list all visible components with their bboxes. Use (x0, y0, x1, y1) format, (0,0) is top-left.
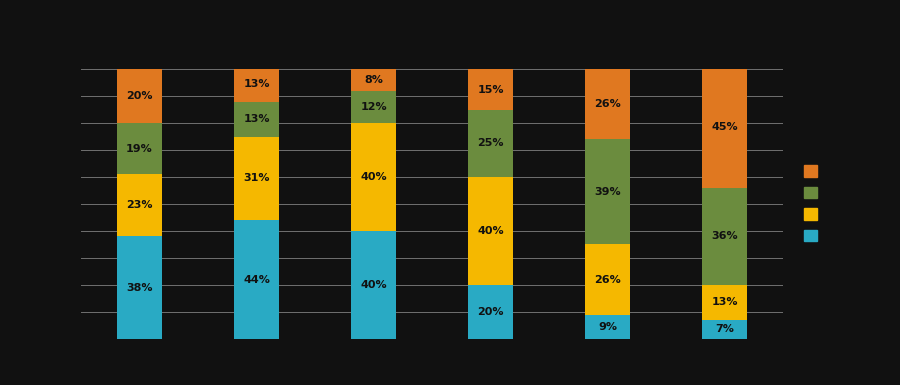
Bar (234, 102, 279, 137)
Bar (117, 174, 162, 236)
Bar (702, 285, 747, 320)
Text: 45%: 45% (711, 122, 738, 132)
Text: 26%: 26% (594, 99, 621, 109)
Bar (234, 67, 279, 102)
Text: 13%: 13% (243, 79, 270, 89)
Bar (468, 177, 513, 285)
Bar (585, 139, 630, 244)
Text: 36%: 36% (711, 231, 738, 241)
Text: 19%: 19% (126, 144, 153, 154)
Text: 39%: 39% (594, 187, 621, 197)
Bar (702, 67, 747, 188)
Bar (117, 236, 162, 339)
Bar (702, 320, 747, 339)
Text: 15%: 15% (477, 85, 504, 94)
Text: 13%: 13% (243, 114, 270, 124)
Bar (351, 69, 396, 91)
Bar (351, 123, 396, 231)
Text: 20%: 20% (126, 91, 153, 101)
Bar (585, 69, 630, 139)
Bar (585, 244, 630, 315)
Bar (702, 188, 747, 285)
Text: 40%: 40% (477, 226, 504, 236)
Text: 38%: 38% (126, 283, 153, 293)
Bar (234, 220, 279, 339)
Text: 12%: 12% (360, 102, 387, 112)
Text: 31%: 31% (243, 174, 270, 183)
Text: 20%: 20% (477, 307, 504, 317)
Bar (585, 315, 630, 339)
Text: 40%: 40% (360, 172, 387, 182)
Text: 40%: 40% (360, 280, 387, 290)
Text: 13%: 13% (711, 298, 738, 307)
Text: 23%: 23% (126, 201, 153, 210)
Bar (117, 69, 162, 123)
Text: 8%: 8% (364, 75, 382, 85)
Bar (351, 231, 396, 339)
Text: 26%: 26% (594, 275, 621, 285)
Text: 25%: 25% (477, 139, 504, 148)
Text: 44%: 44% (243, 275, 270, 285)
Bar (351, 91, 396, 123)
Bar (117, 123, 162, 174)
Bar (234, 137, 279, 220)
Bar (468, 285, 513, 339)
Text: 7%: 7% (716, 325, 733, 334)
Text: 9%: 9% (598, 322, 617, 331)
Bar (468, 69, 513, 110)
Legend: , , , : , , , (804, 165, 816, 243)
Bar (468, 110, 513, 177)
